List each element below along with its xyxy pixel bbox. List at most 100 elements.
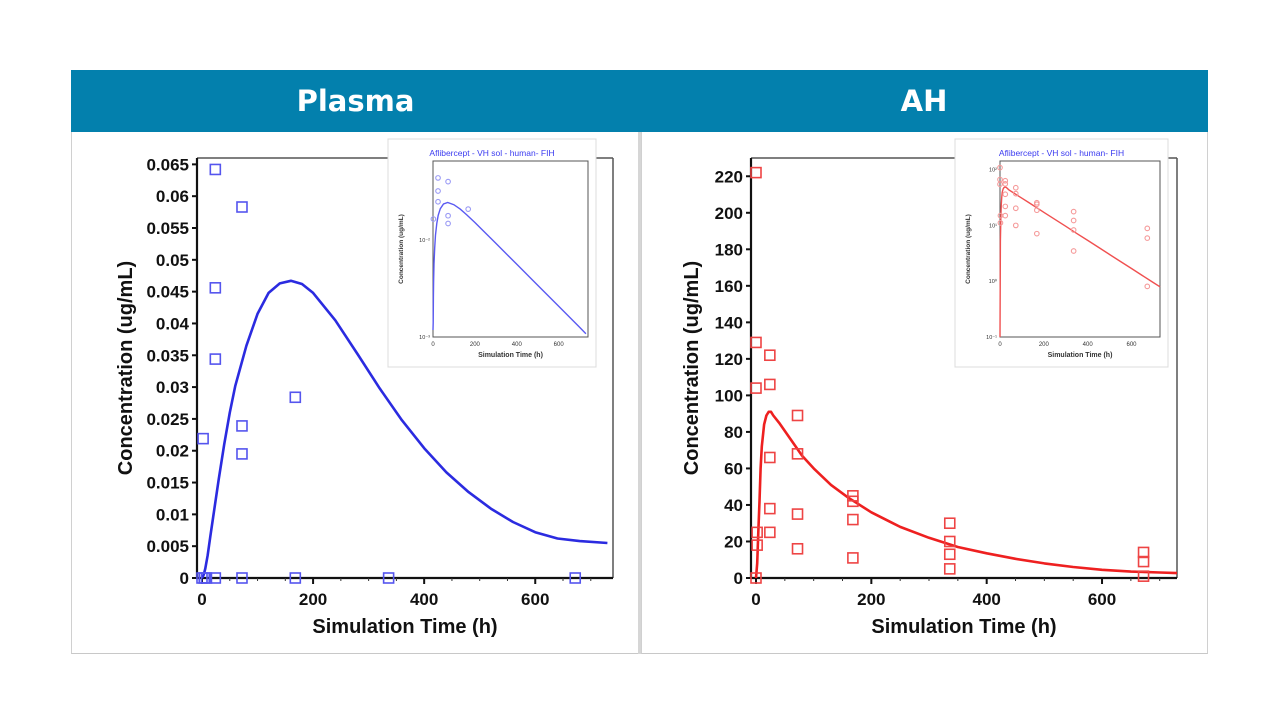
observed-point — [209, 572, 222, 584]
inset-y-tick-label: 10⁻¹ — [986, 335, 997, 341]
observed-point — [791, 409, 804, 422]
y-tick-label: 0.025 — [146, 410, 189, 429]
y-tick-label: 0.02 — [156, 442, 189, 461]
observed-point — [1137, 546, 1150, 559]
simulated-curve — [200, 279, 608, 579]
inset-frame — [387, 138, 597, 368]
observed-point — [750, 572, 762, 584]
observed-point — [943, 535, 956, 548]
inset-observed-point — [1002, 212, 1009, 219]
x-axis-label: Simulation Time (h) — [871, 616, 1056, 638]
observed-point — [751, 526, 763, 539]
y-tick-label: 200 — [715, 204, 743, 223]
observed-point — [943, 563, 956, 575]
inset-y-axis-label: Concentration (ug/mL) — [965, 214, 972, 284]
inset-y-tick-label: 10⁻² — [419, 238, 430, 244]
inset-observed-point — [435, 175, 441, 181]
y-tick-label: 60 — [724, 459, 743, 478]
x-tick-label: 600 — [1088, 590, 1116, 609]
section-header-bar: Plasma AH — [71, 70, 1208, 132]
simulated-curve — [754, 410, 1178, 579]
y-tick-label: 0.03 — [156, 378, 189, 397]
plasma-panel-title: Plasma — [296, 84, 415, 118]
y-tick-label: 0 — [734, 569, 743, 588]
inset-observed-point — [1002, 177, 1009, 184]
inset-observed-point — [1070, 227, 1077, 233]
inset-observed-point — [445, 178, 451, 185]
observed-point — [764, 502, 776, 515]
y-axis-label: Concentration (ug/mL) — [681, 261, 703, 475]
inset-x-tick-label: 600 — [1126, 342, 1137, 348]
inset-observed-point — [997, 164, 1003, 171]
inset-observed-point — [1144, 283, 1151, 290]
observed-point — [569, 572, 582, 584]
inset-x-tick-label: 400 — [512, 342, 523, 348]
y-tick-label: 100 — [715, 386, 743, 405]
inset-y-tick-label: 10² — [989, 167, 997, 173]
y-tick-label: 220 — [715, 167, 743, 186]
inset-observed-point — [1002, 181, 1009, 187]
inset-observed-point — [1070, 217, 1077, 224]
inset-observed-point — [430, 216, 437, 222]
observed-point — [750, 166, 762, 179]
y-tick-label: 0.035 — [146, 346, 189, 365]
y-axis-label: Concentration (ug/mL) — [115, 261, 137, 475]
observed-point — [289, 572, 302, 584]
observed-point — [764, 378, 776, 391]
observed-point — [236, 572, 248, 584]
observed-point — [1137, 555, 1150, 568]
observed-point — [209, 163, 222, 176]
inset-title: Aflibercept - VH sol - human- FIH — [999, 148, 1124, 158]
observed-point — [764, 526, 776, 539]
observed-point — [236, 420, 248, 432]
inset-y-tick-label: 10⁰ — [989, 278, 998, 285]
inset-title: Aflibercept - VH sol - human- FIH — [429, 148, 554, 158]
observed-point — [791, 542, 804, 555]
observed-point — [943, 548, 956, 561]
inset-x-tick-label: 400 — [1083, 342, 1094, 348]
observed-point — [750, 382, 762, 394]
observed-point — [236, 448, 248, 460]
y-tick-label: 140 — [715, 313, 743, 332]
y-tick-label: 40 — [724, 496, 743, 515]
inset-frame — [954, 138, 1169, 368]
ah-chart: 0 20 40 60 80 100 120 140 160 180 200 220 0 200 400 600… — [681, 138, 1178, 638]
observed-point — [1137, 570, 1150, 582]
observed-point — [791, 448, 804, 460]
y-tick-label: 0.055 — [146, 219, 189, 238]
inset-observed-point — [1033, 207, 1040, 214]
x-tick-label: 200 — [857, 590, 885, 609]
observed-point — [847, 552, 859, 564]
ah-panel: 0 20 40 60 80 100 120 140 160 180 200 220 0 200 400 600… — [641, 132, 1208, 654]
inset-observed-point — [1002, 191, 1009, 198]
inset-observed-point — [997, 219, 1004, 226]
y-tick-label: 0.01 — [156, 505, 189, 524]
inset-y-axis-label: Concentration (ug/mL) — [398, 214, 405, 284]
inset-simulated-curve — [999, 186, 1161, 338]
inset-simulated-curve — [432, 201, 587, 335]
inset-observed-point — [1033, 230, 1040, 237]
y-tick-label: 0.06 — [156, 187, 189, 206]
inset-observed-point — [1002, 203, 1009, 210]
inset-y-tick-label: 10⁻³ — [419, 335, 430, 341]
observed-point — [847, 495, 859, 508]
y-tick-label: 180 — [715, 240, 743, 259]
panel-divider — [638, 132, 641, 654]
x-tick-label: 0 — [197, 590, 206, 609]
plasma-panel: 0 0.005 0.01 0.015 0.02 0.025 0.03 0.035 0.04 0.0… — [71, 132, 639, 654]
x-tick-label: 0 — [751, 590, 760, 609]
observed-point — [791, 508, 804, 520]
observed-point — [236, 201, 248, 213]
inset-observed-point — [1012, 205, 1019, 212]
inset-x-tick-label: 0 — [998, 342, 1002, 348]
inset-x-tick-label: 0 — [431, 342, 435, 348]
y-tick-label: 0.05 — [156, 251, 189, 270]
y-tick-label: 120 — [715, 350, 743, 369]
y-tick-label: 0.015 — [146, 474, 189, 493]
inset-x-tick-label: 200 — [1039, 342, 1050, 348]
inset-observed-point — [445, 220, 451, 227]
observed-point — [751, 539, 763, 551]
y-tick-label: 20 — [724, 532, 743, 551]
inset-x-tick-label: 200 — [470, 342, 481, 348]
inset-x-axis-label: Simulation Time (h) — [478, 352, 543, 359]
